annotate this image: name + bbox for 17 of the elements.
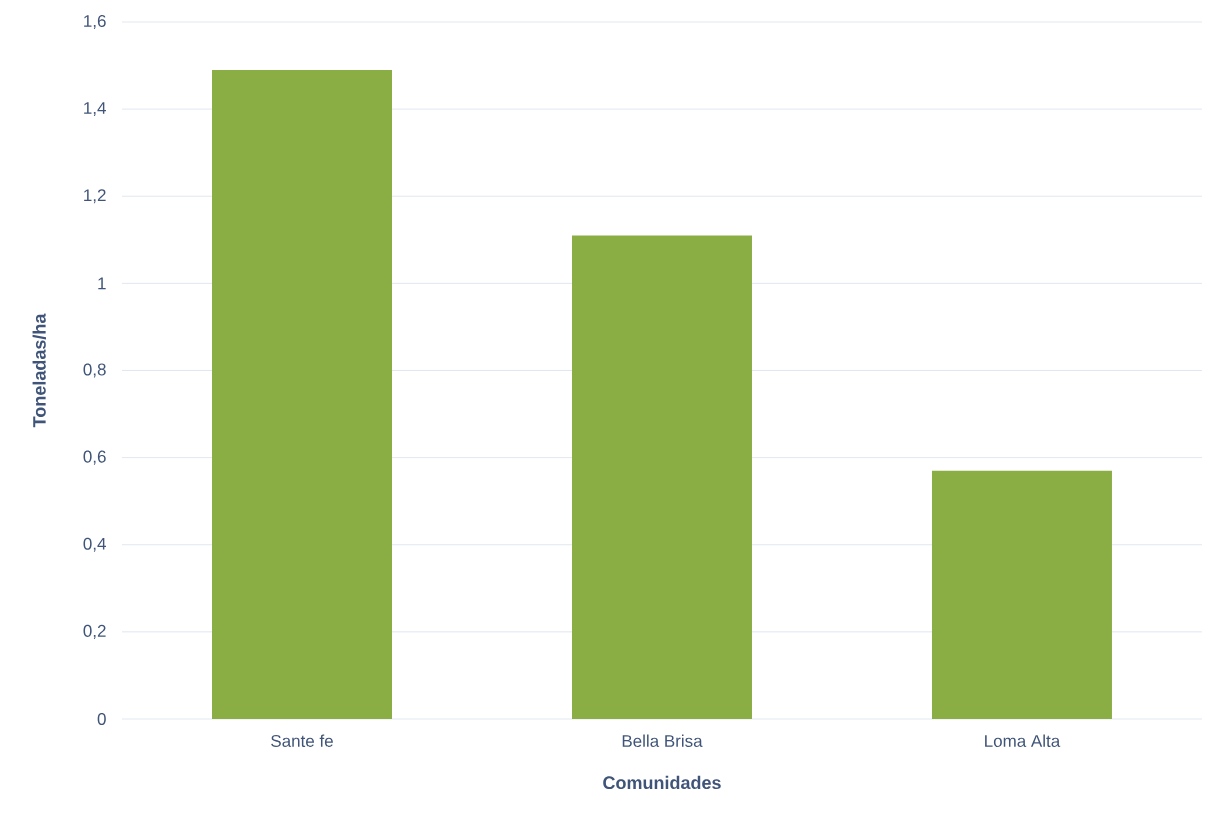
- x-tick-label: Loma Alta: [985, 734, 1061, 748]
- y-tick-label: 0,8: [83, 363, 106, 378]
- y-tick-label: 0: [97, 712, 106, 726]
- x-axis-title: Comunidades: [603, 775, 721, 790]
- y-tick-label: 0,4: [83, 537, 106, 552]
- bar: [931, 470, 1112, 719]
- bar: [212, 69, 392, 719]
- y-axis-title: Toneladas/ha: [32, 313, 46, 428]
- bar: [571, 235, 752, 719]
- y-tick-label: 1: [98, 277, 106, 290]
- y-tick-label: 1,6: [84, 14, 106, 30]
- y-tick-label: 0,2: [83, 624, 106, 639]
- y-tick-label: 1,4: [84, 102, 106, 117]
- y-tick-label: 0,6: [83, 450, 106, 465]
- x-tick-label: Bella Brisa: [622, 734, 703, 748]
- y-tick-label: 1,2: [84, 189, 106, 204]
- x-tick-label: Sante fe: [271, 734, 333, 747]
